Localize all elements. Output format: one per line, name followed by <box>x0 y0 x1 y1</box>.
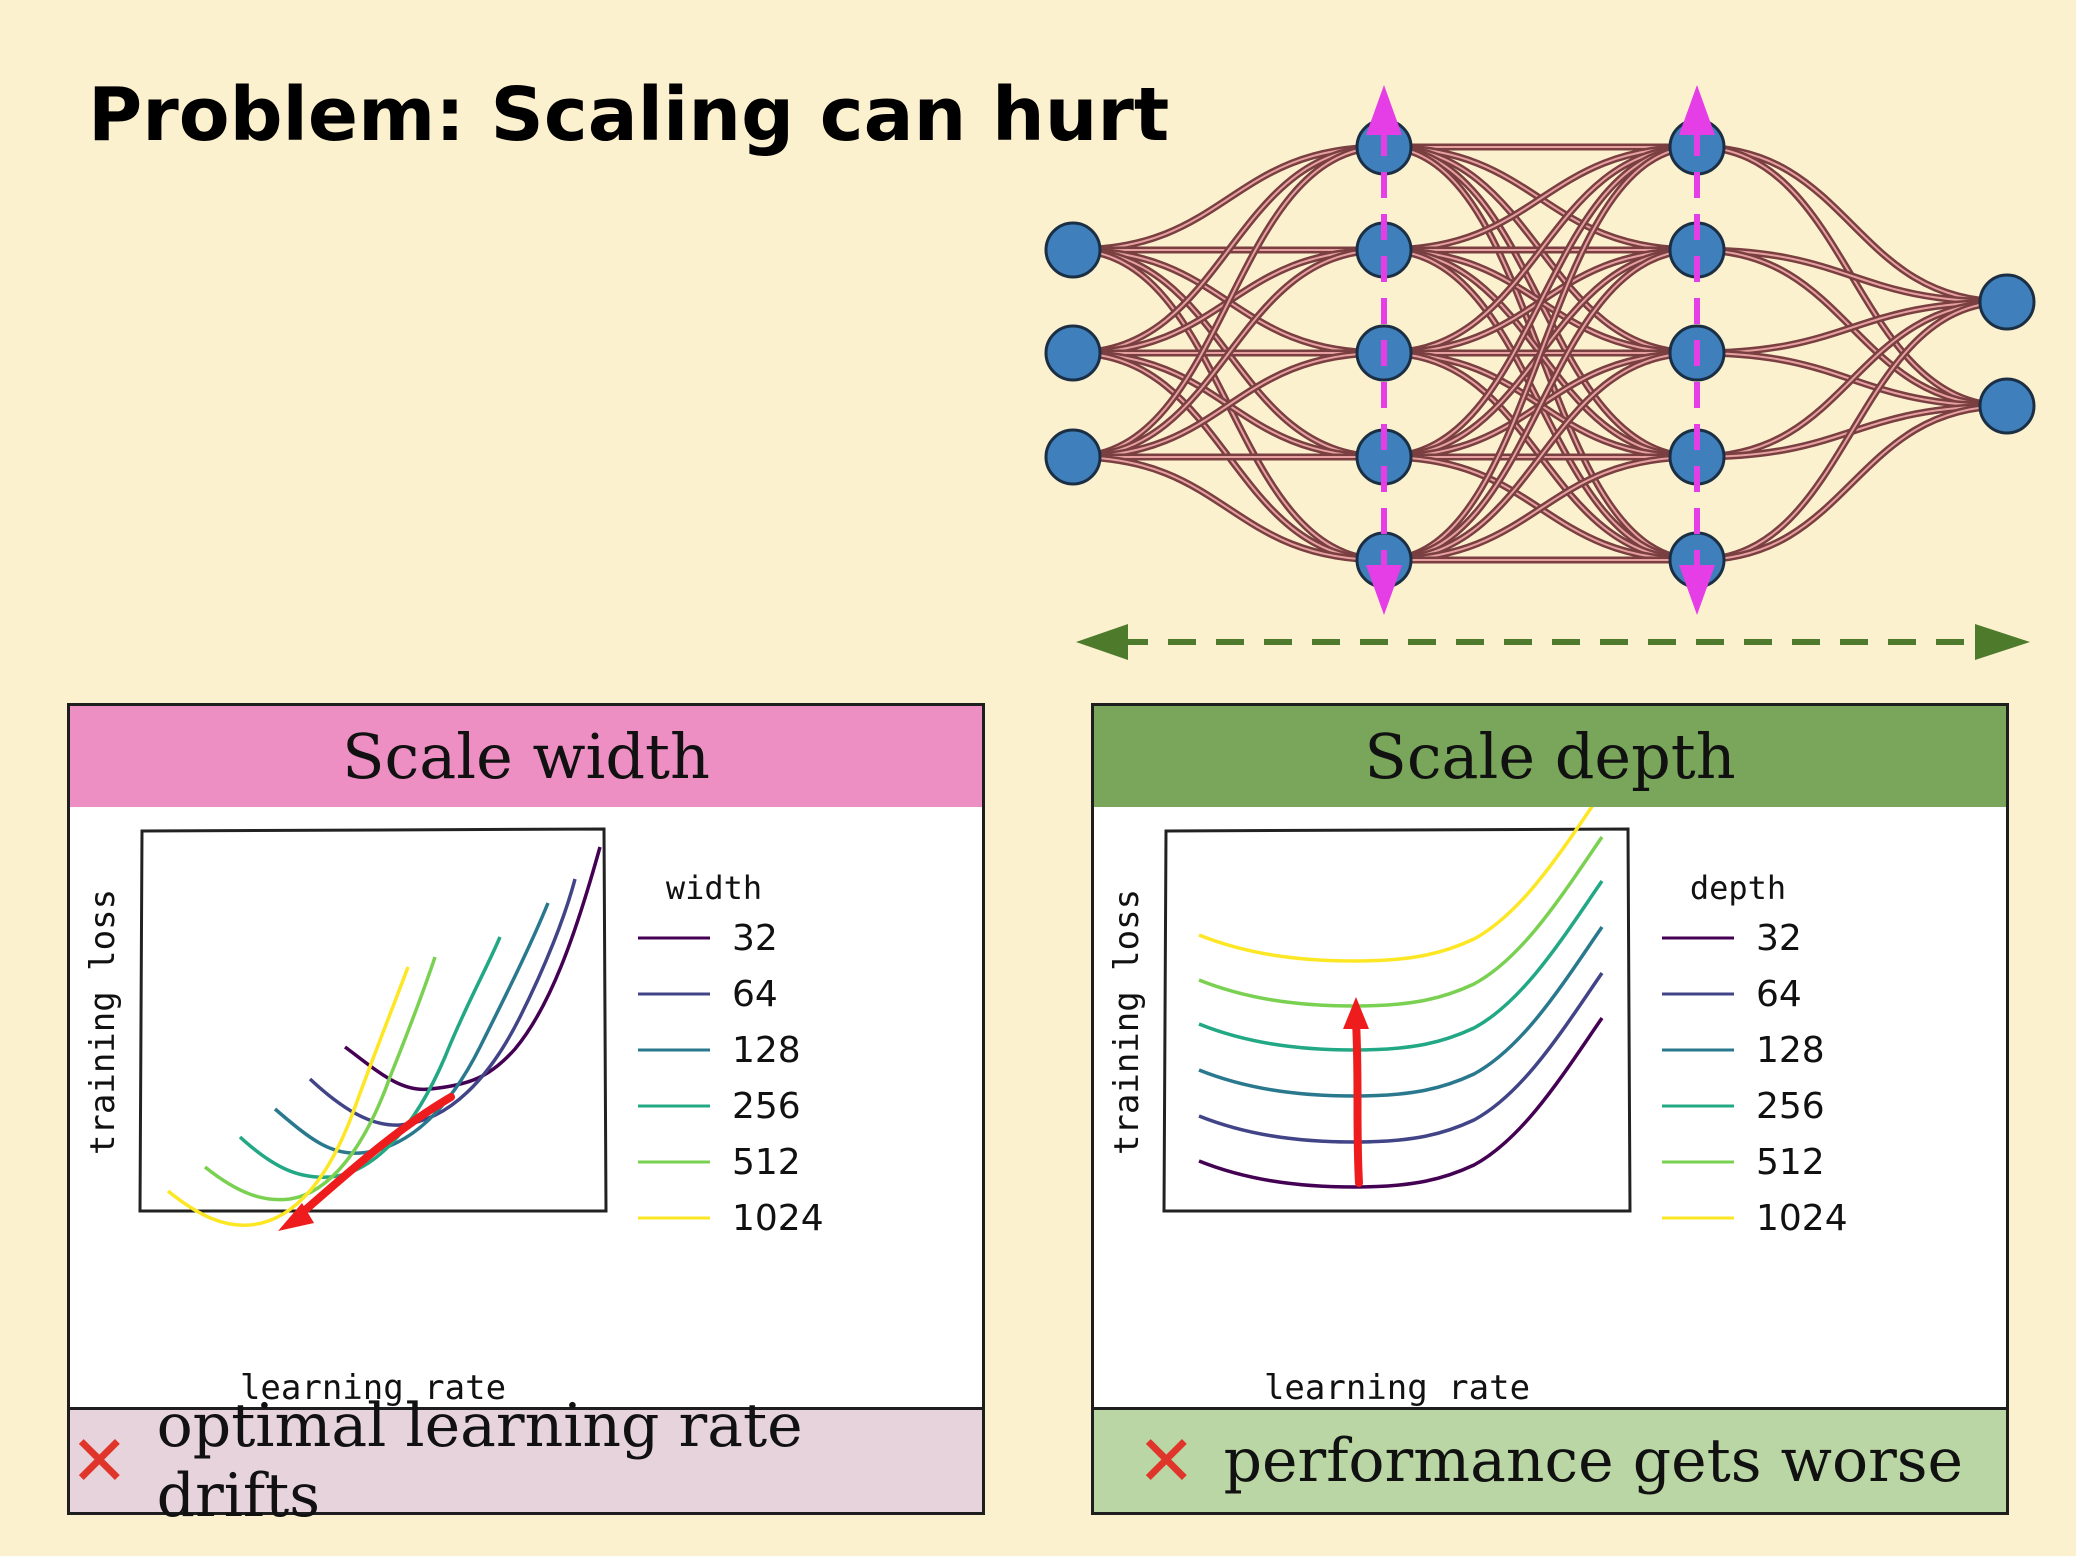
series-line-256 <box>238 936 502 1179</box>
cross-mark-icon: ✕ <box>1136 1420 1196 1502</box>
network-edge-highlight <box>1696 301 2008 458</box>
network-edge-highlight <box>1383 456 1698 561</box>
width-arrow-down-head <box>1366 565 1402 615</box>
depth-scaling-arrow <box>1076 624 2030 660</box>
series-line-1024 <box>1198 807 1594 963</box>
network-edge-highlight <box>1072 146 1385 458</box>
cross-mark-icon: ✕ <box>70 1420 129 1502</box>
network-edge-highlight <box>1383 146 1698 561</box>
series-line-1024 <box>166 966 410 1227</box>
network-edge-highlight <box>1383 146 1698 251</box>
network-edge-highlight <box>1696 146 2008 303</box>
network-edge-highlight <box>1696 301 2008 354</box>
network-edge-highlight <box>1383 352 1698 561</box>
network-edge-highlight <box>1072 146 1385 354</box>
series-line-128 <box>1198 926 1604 1098</box>
legend-label: 64 <box>1756 974 1802 1015</box>
network-edge-highlight <box>1072 456 1385 561</box>
series-line-64 <box>1198 972 1604 1144</box>
scale-width-chart-area: learning rate training loss width 32 64 128 25… <box>67 807 985 1411</box>
scale-width-header: Scale width <box>67 703 985 810</box>
loss-increase-arrowhead <box>1343 997 1369 1029</box>
width-scaling-arrows <box>1366 85 1715 615</box>
network-edges <box>1072 143 2008 564</box>
network-node <box>1044 324 1102 382</box>
network-edge-highlight <box>1696 301 2008 561</box>
x-axis-label: learning rate <box>240 1368 506 1408</box>
scale-depth-panel: Scale depth learning rate training loss de… <box>1091 703 2009 1515</box>
scale-depth-header: Scale depth <box>1091 703 2009 810</box>
network-node <box>1044 221 1102 279</box>
network-edge-highlight <box>1383 146 1698 354</box>
width-arrow-down-head <box>1679 565 1715 615</box>
series-line-128 <box>273 902 550 1155</box>
network-node <box>1044 428 1102 486</box>
network-edge-highlight <box>1072 249 1385 458</box>
series-line-256 <box>1198 880 1604 1052</box>
network-edge-highlight <box>1383 146 1698 458</box>
legend-label: 1024 <box>732 1198 824 1239</box>
legend-label: 32 <box>1756 918 1802 959</box>
width-arrow-up-head <box>1679 85 1715 135</box>
width-arrow-up-head <box>1366 85 1402 135</box>
y-axis-label: training loss <box>83 889 123 1155</box>
y-axis-label: training loss <box>1107 889 1147 1155</box>
optimum-drift-arrow <box>291 1093 455 1223</box>
legend-label: 512 <box>732 1142 801 1183</box>
network-node <box>1978 273 2036 331</box>
depth-chart: learning rate training loss depth 32 64 128 25… <box>1107 807 1848 1408</box>
network-edge-highlight <box>1072 146 1385 251</box>
network-node <box>1978 377 2036 435</box>
legend-title: depth <box>1690 869 1786 907</box>
slide-title: Problem: Scaling can hurt <box>88 72 1170 158</box>
scale-width-footer: ✕ optimal learning rate drifts <box>67 1391 985 1531</box>
scale-width-panel: Scale width learning rate training loss wi… <box>67 703 985 1531</box>
plot-frame <box>1162 827 1632 1213</box>
legend-label: 256 <box>1756 1086 1825 1127</box>
scale-depth-footer-text: performance gets worse <box>1223 1426 1964 1496</box>
series-line-32 <box>343 846 602 1092</box>
scale-width-footer-text: optimal learning rate drifts <box>156 1391 803 1531</box>
neural-network-diagram <box>1044 85 2036 660</box>
legend-label: 128 <box>732 1030 801 1071</box>
series-line-64 <box>308 878 577 1127</box>
legend-title: width <box>666 869 762 907</box>
scale-depth-footer: ✕ performance gets worse <box>1091 1407 2009 1515</box>
series-line-512 <box>1198 836 1604 1008</box>
series-line-32 <box>1198 1017 1604 1189</box>
loss-increase-arrow <box>1352 1018 1363 1187</box>
network-edge-highlight <box>1383 249 1698 561</box>
legend-label: 256 <box>732 1086 801 1127</box>
depth-arrow-left-head <box>1076 624 1128 660</box>
plot-frame <box>138 827 608 1213</box>
network-edge-highlight <box>1696 249 2008 303</box>
network-edge-highlight <box>1072 352 1385 458</box>
legend-label: 512 <box>1756 1142 1825 1183</box>
legend-label: 64 <box>732 974 778 1015</box>
scale-depth-chart-area: learning rate training loss depth 32 64 128 25… <box>1091 807 2009 1411</box>
depth-arrow-right-head <box>1975 624 2030 660</box>
legend-label: 32 <box>732 918 778 959</box>
x-axis-label: learning rate <box>1264 1368 1530 1408</box>
optimum-drift-arrowhead <box>278 1203 314 1231</box>
network-edge-highlight <box>1696 405 2008 561</box>
series-line-512 <box>203 956 437 1202</box>
legend-label: 1024 <box>1756 1198 1848 1239</box>
width-chart: learning rate training loss width 32 64 128 25… <box>83 827 824 1408</box>
legend-label: 128 <box>1756 1030 1825 1071</box>
